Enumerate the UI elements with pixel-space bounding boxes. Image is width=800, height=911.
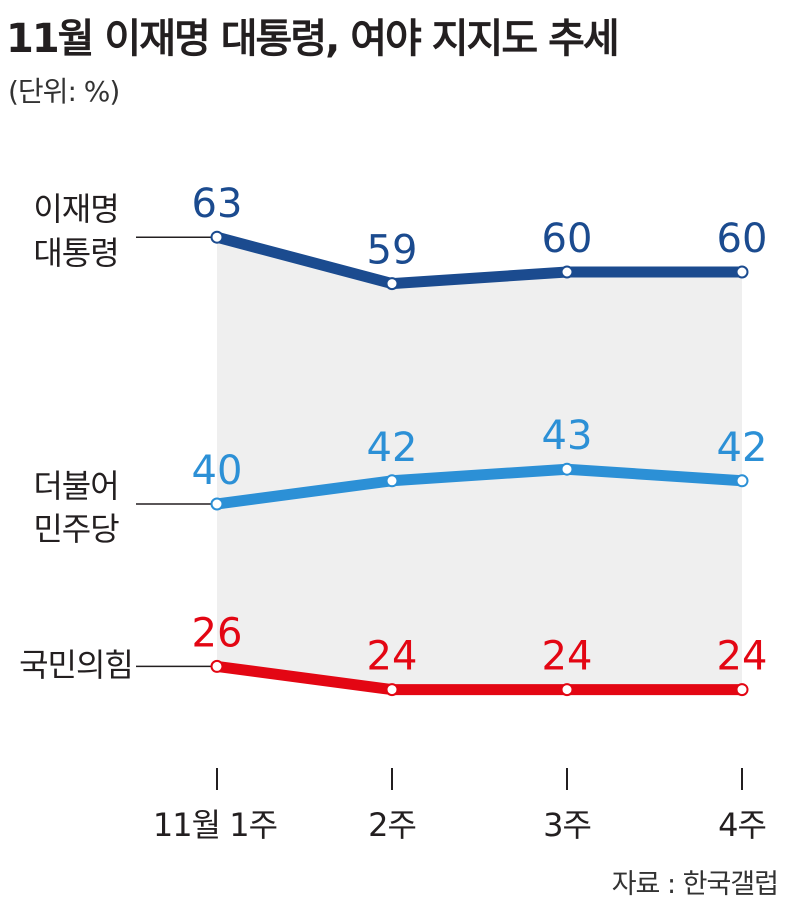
chart-title: 11월 이재명 대통령, 여야 지지도 추세	[6, 16, 620, 62]
unit-label: (단위: %)	[8, 75, 120, 108]
data-point	[210, 659, 224, 673]
data-label: 43	[542, 413, 593, 459]
data-point	[560, 683, 574, 697]
shaded-band	[217, 237, 742, 690]
data-point	[385, 277, 399, 291]
data-label: 24	[717, 634, 768, 680]
series-label: 국민의힘	[19, 646, 133, 684]
series-line	[211, 231, 748, 290]
x-axis: 11월 1주 2주 3주 4주	[153, 768, 767, 844]
data-point	[385, 683, 399, 697]
band-area	[217, 237, 742, 690]
data-point	[735, 265, 749, 279]
series-label-line: 이재명	[33, 190, 118, 228]
series-label-line: 더불어	[33, 467, 118, 505]
x-tick-label: 11월 1주	[153, 806, 277, 844]
data-point	[735, 683, 749, 697]
data-point	[385, 474, 399, 488]
data-point	[560, 462, 574, 476]
x-tick-label: 4주	[718, 806, 766, 844]
data-label: 63	[192, 181, 243, 227]
data-point	[735, 474, 749, 488]
series-label-line: 대통령	[33, 234, 118, 272]
data-label: 42	[367, 425, 418, 471]
data-point	[210, 230, 224, 244]
data-label: 40	[192, 448, 243, 494]
series-line	[211, 660, 748, 696]
source-note: 자료 : 한국갤럽	[611, 869, 779, 900]
series-3: 국민의힘 26 24 24 24	[19, 610, 768, 697]
series-line	[211, 463, 748, 510]
data-label: 26	[192, 610, 243, 656]
data-label: 59	[367, 228, 418, 274]
data-label: 24	[367, 634, 418, 680]
data-label: 24	[542, 634, 593, 680]
data-label: 42	[717, 425, 768, 471]
x-tick-label: 2주	[368, 806, 416, 844]
data-point	[210, 497, 224, 511]
data-point	[560, 265, 574, 279]
data-label: 60	[542, 216, 593, 262]
series-label-line: 국민의힘	[19, 646, 133, 684]
x-tick-label: 3주	[543, 806, 591, 844]
series-label-line: 민주당	[33, 510, 119, 548]
data-label: 60	[717, 216, 768, 262]
